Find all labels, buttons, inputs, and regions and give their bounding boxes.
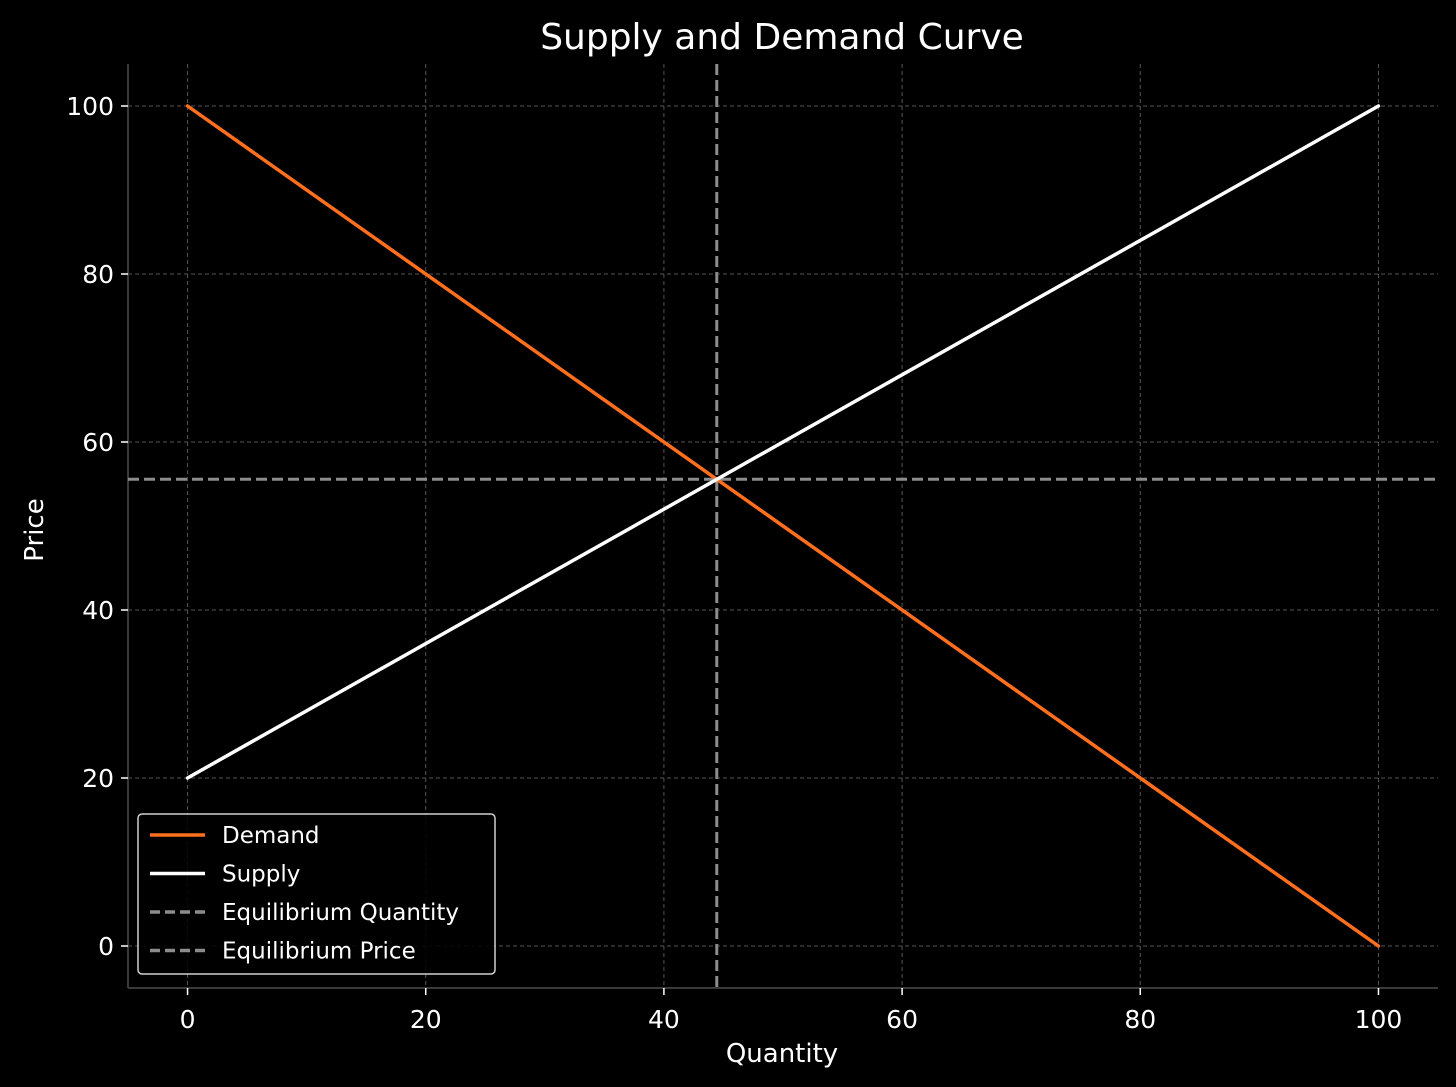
- legend-label-equilibrium-quantity: Equilibrium Quantity: [222, 900, 459, 926]
- y-tick-label: 0: [98, 932, 114, 961]
- y-tick-label: 60: [82, 428, 114, 457]
- reference-lines: [128, 64, 1438, 988]
- x-axis-label: Quantity: [726, 1039, 838, 1069]
- x-tick-label: 60: [886, 1005, 918, 1034]
- y-tick-label: 20: [82, 764, 114, 793]
- supply-line: [185, 104, 1381, 780]
- x-tick-labels: 0 20 40 60 80 100: [180, 1005, 1403, 1034]
- x-tick-label: 100: [1355, 1005, 1403, 1034]
- y-tick-labels: 0 20 40 60 80 100: [66, 92, 114, 961]
- axes: [121, 64, 1438, 995]
- legend-label-supply: Supply: [222, 862, 300, 888]
- y-tick-label: 80: [82, 260, 114, 289]
- legend-label-demand: Demand: [222, 823, 320, 849]
- legend-label-equilibrium-price: Equilibrium Price: [222, 939, 416, 965]
- x-tick-label: 0: [180, 1005, 196, 1034]
- grid: [128, 64, 1438, 988]
- legend-items: Demand Supply Equilibrium Quantity Equilibr…: [150, 823, 459, 965]
- x-tick-label: 40: [648, 1005, 680, 1034]
- y-axis-label: Price: [20, 498, 50, 561]
- legend-frame: [137, 813, 496, 975]
- legend: Demand Supply Equilibrium Quantity Equilibr…: [137, 813, 496, 975]
- demand-line: [185, 104, 1381, 948]
- chart-title: Supply and Demand Curve: [540, 17, 1024, 58]
- x-tick-label: 20: [410, 1005, 442, 1034]
- y-tick-label: 100: [66, 92, 114, 121]
- y-tick-label: 40: [82, 596, 114, 625]
- x-tick-label: 80: [1124, 1005, 1156, 1034]
- series: [185, 104, 1381, 948]
